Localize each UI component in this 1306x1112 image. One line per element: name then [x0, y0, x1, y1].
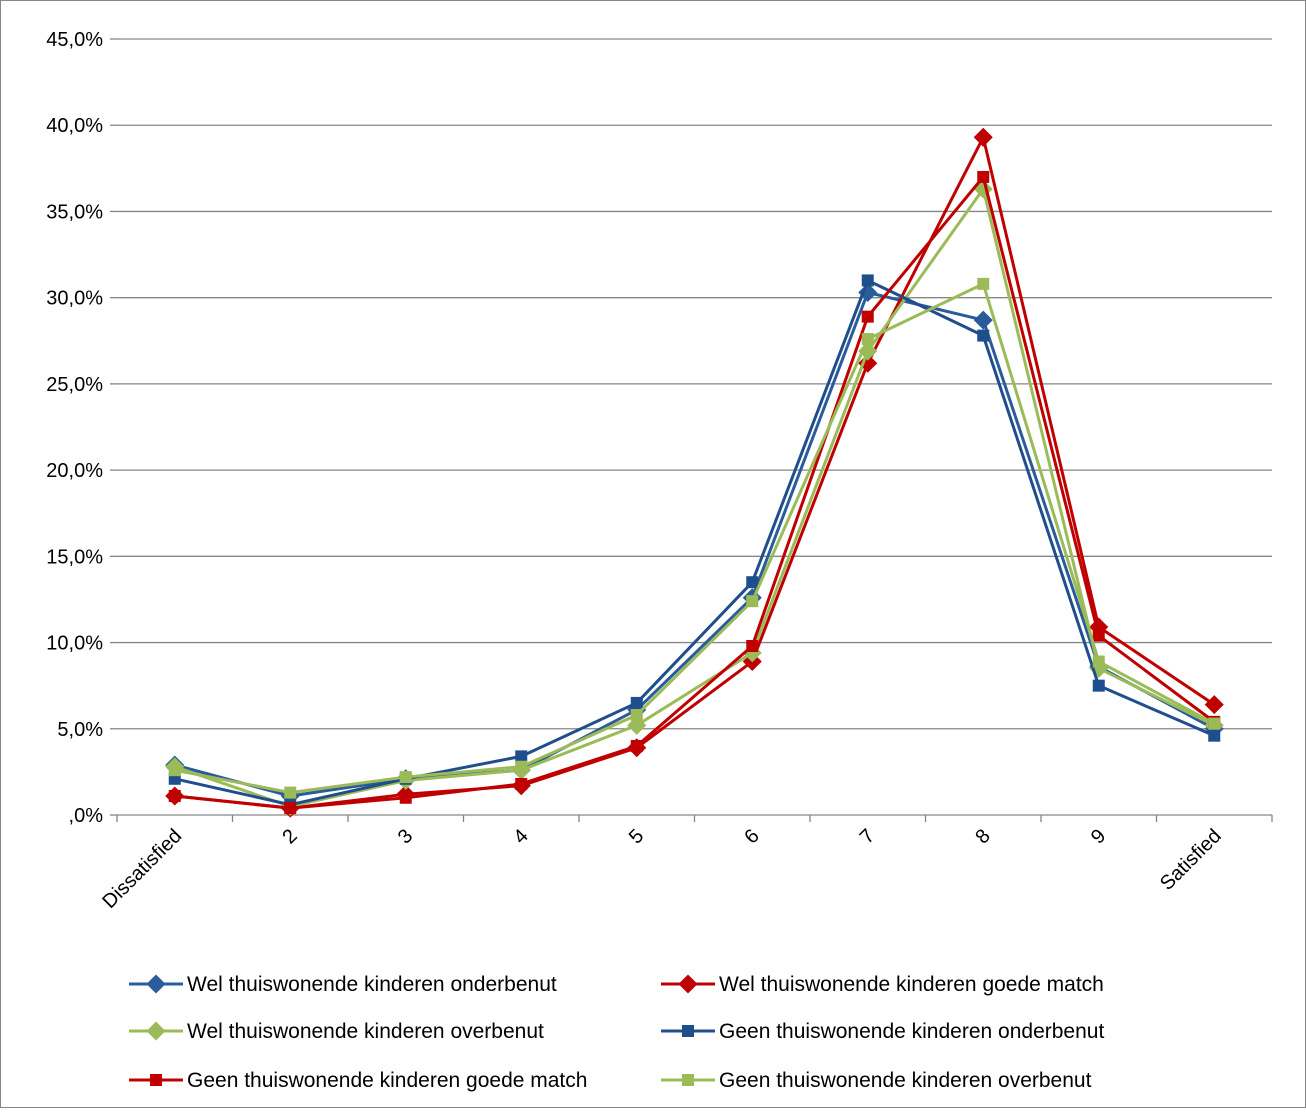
- y-tick-label: 40,0%: [46, 115, 103, 137]
- legend-item: Wel thuiswonende kinderen goede match: [661, 973, 1104, 996]
- series-6: [168, 277, 1221, 799]
- x-tick-label: 5: [625, 825, 648, 848]
- data-point: [1092, 655, 1105, 668]
- data-point: [168, 790, 181, 803]
- data-point: [973, 127, 993, 147]
- y-tick-label: 25,0%: [46, 374, 103, 396]
- data-point: [515, 777, 528, 790]
- data-point: [1092, 679, 1105, 692]
- legend-marker: [678, 974, 698, 994]
- x-tick-label: Satisfied: [1156, 825, 1226, 895]
- legend-label: Geen thuiswonende kinderen goede match: [187, 1069, 587, 1092]
- legend-label: Wel thuiswonende kinderen goede match: [719, 973, 1104, 996]
- legend-item: Wel thuiswonende kinderen overbenut: [129, 1020, 544, 1043]
- series-line: [174, 278, 1215, 807]
- data-point: [977, 329, 990, 342]
- data-point: [515, 750, 528, 763]
- legend-label: Geen thuiswonende kinderen overbenut: [719, 1069, 1092, 1092]
- data-point: [284, 802, 297, 815]
- series-1: [165, 282, 1224, 806]
- series-group: [165, 127, 1224, 818]
- legend: Wel thuiswonende kinderen onderbenut Wel …: [129, 973, 1104, 1092]
- data-point: [515, 760, 528, 773]
- legend-item: Geen thuiswonende kinderen overbenut: [661, 1069, 1092, 1092]
- data-point: [168, 764, 181, 777]
- y-tick-label: 35,0%: [46, 201, 103, 223]
- data-point: [1204, 695, 1224, 715]
- data-point: [977, 170, 990, 183]
- data-point: [1092, 629, 1105, 642]
- data-point: [746, 640, 759, 653]
- data-point: [399, 791, 412, 804]
- x-tick-label: 3: [394, 825, 417, 848]
- x-tick-label: 6: [740, 825, 763, 848]
- y-tick-label: ,0%: [69, 805, 104, 827]
- data-point: [861, 274, 874, 287]
- legend-item: Geen thuiswonende kinderen onderbenut: [661, 1020, 1104, 1043]
- data-point: [977, 277, 990, 290]
- data-point: [973, 310, 993, 330]
- x-tick-label: Dissatisfied: [98, 825, 186, 913]
- series-line: [174, 175, 1216, 810]
- data-point: [746, 576, 759, 589]
- y-tick-label: 45,0%: [46, 29, 103, 51]
- legend-marker: [682, 1074, 694, 1086]
- data-point: [630, 696, 643, 709]
- series-line: [174, 187, 1215, 808]
- data-point: [284, 786, 297, 799]
- gridlines: [110, 38, 1273, 822]
- legend-marker: [146, 1021, 166, 1041]
- data-point: [630, 708, 643, 721]
- legend-label: Geen thuiswonende kinderen onderbenut: [719, 1020, 1104, 1043]
- y-axis-ticks: 45,0% 40,0% 35,0% 30,0% 25,0% 20,0% 15,0% 10,0%…: [46, 29, 103, 827]
- y-tick-label: 15,0%: [46, 546, 103, 568]
- legend-label: Wel thuiswonende kinderen onderbenut: [187, 973, 557, 996]
- x-tick-label: 2: [278, 825, 301, 848]
- x-tick-label: 4: [509, 825, 532, 848]
- data-point: [858, 353, 878, 373]
- series-2: [165, 127, 1224, 818]
- x-tick-label: 9: [1087, 825, 1110, 848]
- y-tick-label: 20,0%: [46, 460, 103, 482]
- x-tick-label: 8: [971, 825, 994, 848]
- data-point: [399, 771, 412, 784]
- legend-item: Geen thuiswonende kinderen goede match: [129, 1069, 587, 1092]
- data-point: [630, 740, 643, 753]
- data-point: [858, 282, 878, 303]
- data-point: [1208, 717, 1221, 730]
- y-tick-label: 5,0%: [57, 719, 103, 741]
- legend-label: Wel thuiswonende kinderen overbenut: [187, 1020, 544, 1043]
- series-5: [168, 170, 1221, 815]
- y-tick-label: 30,0%: [46, 288, 103, 310]
- series-line: [174, 290, 1215, 798]
- legend-marker: [682, 1025, 694, 1037]
- data-point: [861, 310, 874, 323]
- legend-marker: [146, 974, 166, 994]
- series-line: [174, 282, 1215, 795]
- x-axis-ticks: Dissatisfied 2 3 4 5 6 7 8 9 Satisfied: [98, 825, 1225, 913]
- legend-marker: [150, 1074, 162, 1086]
- series-line: [174, 135, 1216, 810]
- y-tick-label: 10,0%: [46, 633, 103, 655]
- legend-item: Wel thuiswonende kinderen onderbenut: [129, 973, 557, 996]
- data-point: [746, 595, 759, 608]
- x-tick-label: 7: [856, 825, 879, 848]
- data-point: [861, 333, 874, 346]
- data-point: [1208, 729, 1221, 742]
